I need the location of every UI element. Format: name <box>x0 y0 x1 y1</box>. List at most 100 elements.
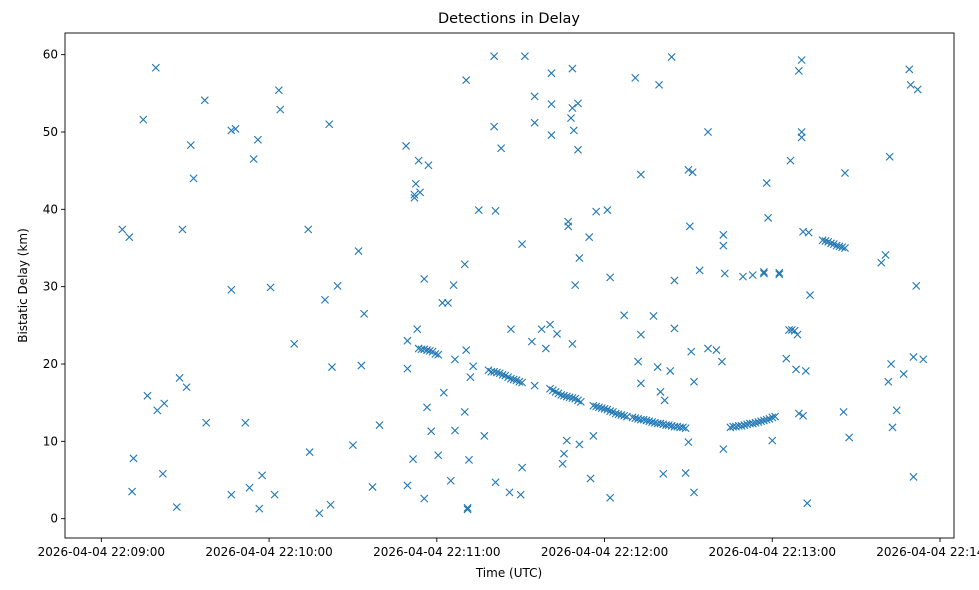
data-point-marker <box>474 206 483 215</box>
data-point-marker <box>803 499 812 508</box>
data-point-marker <box>326 500 335 509</box>
data-point-marker <box>425 346 434 355</box>
data-point-marker <box>634 357 643 366</box>
data-point-marker <box>143 391 152 400</box>
data-point-marker <box>655 80 664 89</box>
data-point-marker <box>670 276 679 285</box>
data-point-marker <box>564 222 573 231</box>
data-point-marker <box>118 225 127 234</box>
data-point-marker <box>368 482 377 491</box>
data-point-marker <box>469 362 478 371</box>
data-point-marker <box>840 244 849 252</box>
y-tick-label: 30 <box>43 280 58 294</box>
data-point-marker <box>885 152 894 161</box>
x-tick-label: 2026-04-04 22:10:00 <box>205 545 332 559</box>
y-tick-label: 0 <box>50 512 58 526</box>
data-point-marker <box>560 449 569 458</box>
data-point-marker <box>585 233 594 242</box>
data-point-marker <box>899 370 908 379</box>
data-point-marker <box>153 406 162 415</box>
y-tick-label: 40 <box>43 202 58 216</box>
data-point-marker <box>567 114 575 123</box>
y-tick-label: 20 <box>43 357 58 371</box>
x-axis: 2026-04-04 22:09:00 2026-04-04 22:10:00 20… <box>38 538 979 559</box>
y-axis: 0 10 20 30 40 50 60 <box>43 48 65 526</box>
data-point-marker <box>569 126 578 135</box>
data-point-marker <box>888 423 897 432</box>
data-point-marker <box>128 487 137 496</box>
chart-title: Detections in Delay <box>438 11 580 27</box>
data-point-marker <box>717 357 726 366</box>
data-point-marker <box>687 347 696 356</box>
data-point-marker <box>333 281 342 290</box>
data-point-marker <box>541 344 550 353</box>
data-point-marker <box>606 407 615 416</box>
data-point-marker <box>200 96 209 105</box>
data-point-marker <box>462 346 471 355</box>
data-point-marker <box>327 363 336 372</box>
data-point-marker <box>771 412 780 421</box>
data-point-marker <box>906 80 915 89</box>
data-point-marker <box>274 86 283 95</box>
data-point-marker <box>838 243 847 252</box>
data-point-marker <box>492 368 501 377</box>
data-point-marker <box>270 490 279 499</box>
data-point-marker <box>416 188 425 197</box>
data-point-marker <box>178 225 187 234</box>
data-point-marker <box>490 52 499 61</box>
data-point-marker <box>909 472 918 481</box>
data-point-marker <box>172 503 181 512</box>
data-point-marker <box>411 179 420 188</box>
data-point-marker <box>568 394 577 403</box>
data-point-marker <box>787 325 796 334</box>
data-point-marker <box>562 436 571 445</box>
data-point-marker <box>520 52 529 61</box>
data-point-marker <box>547 131 556 140</box>
x-tick-label: 2026-04-04 22:11:00 <box>373 545 500 559</box>
data-point-marker <box>667 52 676 61</box>
data-point-marker <box>266 283 275 292</box>
data-point-marker <box>762 179 771 188</box>
data-point-marker <box>719 230 728 239</box>
data-point-marker <box>498 370 507 379</box>
data-point-marker <box>518 240 527 249</box>
data-point-marker <box>703 128 712 136</box>
data-point-marker <box>719 445 728 454</box>
data-point-marker <box>547 69 556 78</box>
data-point-marker <box>606 493 615 502</box>
data-point-marker <box>801 366 810 375</box>
data-point-marker <box>660 396 669 405</box>
data-point-marker <box>227 126 236 135</box>
data-point-marker <box>449 281 458 290</box>
data-point-marker <box>434 350 443 359</box>
data-point-marker <box>881 250 890 259</box>
data-point-marker <box>827 239 835 248</box>
x-axis-label: Time (UTC) <box>475 566 542 580</box>
data-point-marker <box>799 411 808 420</box>
data-point-marker <box>125 233 134 242</box>
data-point-marker <box>712 346 721 355</box>
data-point-marker <box>568 104 577 113</box>
data-point-marker <box>576 397 585 406</box>
data-point-marker <box>839 407 848 416</box>
x-tick-label: 2026-04-04 22:14:00 <box>876 545 979 559</box>
data-point-marker <box>241 418 250 427</box>
data-point-marker <box>530 381 539 390</box>
data-point-marker <box>892 406 901 415</box>
data-point-marker <box>424 161 433 170</box>
data-point-marker <box>516 490 525 499</box>
data-point-marker <box>515 377 524 386</box>
data-point-marker <box>249 155 258 164</box>
data-point-marker <box>775 268 784 277</box>
data-point-marker <box>685 222 694 231</box>
data-point-marker <box>438 298 447 307</box>
data-point-marker <box>450 355 459 364</box>
x-tick-label: 2026-04-04 22:12:00 <box>541 545 668 559</box>
data-point-marker <box>460 260 469 269</box>
data-point-marker <box>464 455 473 464</box>
data-point-marker <box>375 421 384 430</box>
data-point-marker <box>568 64 577 73</box>
data-point-marker <box>792 365 801 374</box>
data-point-marker <box>768 413 777 422</box>
data-point-marker <box>403 481 412 490</box>
